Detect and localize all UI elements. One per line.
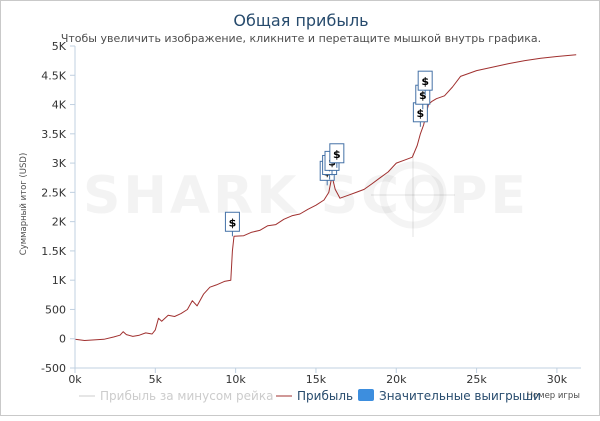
flag-box[interactable]	[417, 70, 433, 91]
significant-win-flag[interactable]: $	[329, 143, 345, 168]
watermark-text: SHARK SCOPE	[83, 166, 529, 226]
y-tick-label: 1K	[52, 274, 67, 287]
x-tick-label: 25k	[466, 373, 487, 386]
scope-watermark-icon	[371, 153, 455, 237]
significant-win-flag[interactable]: $	[224, 211, 240, 237]
profit-series-line[interactable]	[74, 54, 577, 341]
legend-item[interactable]: Прибыль за минусом рейка	[79, 389, 273, 403]
chart-subtitle: Чтобы увеличить изображение, кликните и …	[61, 32, 541, 45]
flag-label: $	[417, 107, 425, 120]
scope-ring	[379, 161, 447, 229]
x-axis: 0k 5k 10k 15k 20k 25k 30k	[68, 367, 581, 386]
y-axis: -500 0 500 1K 1.5K 2K 2.5K 3K 3.5K 4K 4.5K 5K	[41, 40, 76, 375]
x-tick-label: 0k	[68, 373, 82, 386]
flag-label: $	[419, 89, 427, 102]
y-tick-label: 2K	[52, 216, 67, 229]
y-tick-label: 2.5K	[41, 186, 66, 199]
y-tick-label: 4.5K	[41, 69, 66, 82]
y-tick-label: 4K	[52, 99, 67, 112]
x-tick-label: 5k	[149, 373, 163, 386]
legend-label: Значительные выигрыши	[379, 389, 541, 403]
legend-item[interactable]: Значительные выигрыши	[358, 389, 541, 403]
chart-title: Общая прибыль	[233, 11, 368, 30]
x-tick-label: 20k	[386, 373, 407, 386]
y-tick-label: 3K	[52, 157, 67, 170]
y-tick-label: 0	[59, 333, 66, 346]
y-tick-label: -500	[41, 362, 66, 375]
legend-label: Прибыль за минусом рейка	[100, 389, 273, 403]
flag-label: $	[229, 216, 237, 229]
x-tick-label: 10k	[225, 373, 246, 386]
y-tick-label: 500	[45, 303, 66, 316]
legend-label: Прибыль	[297, 389, 353, 403]
significant-win-flag[interactable]: $	[417, 70, 433, 96]
plot-area[interactable]: $$$$$$$$	[74, 54, 577, 341]
significant-win-flag[interactable]: $	[412, 102, 428, 127]
flag-box[interactable]	[329, 143, 345, 164]
y-tick-label: 1.5K	[41, 245, 66, 258]
x-tick-label: 30k	[547, 373, 568, 386]
y-tick-label: 5K	[52, 40, 67, 53]
y-tick-label: 3.5K	[41, 128, 66, 141]
legend: Прибыль за минусом рейка Прибыль Значитель…	[79, 389, 541, 403]
legend-box-icon	[358, 389, 374, 401]
legend-item[interactable]: Прибыль	[276, 389, 353, 403]
flag-box[interactable]	[224, 211, 240, 232]
y-axis-title: Суммарный итог (USD)	[19, 153, 29, 256]
x-axis-title: Номер игры	[527, 391, 580, 401]
x-tick-label: 15k	[306, 373, 327, 386]
flag-label: $	[333, 148, 341, 161]
flag-label: $	[421, 75, 429, 88]
